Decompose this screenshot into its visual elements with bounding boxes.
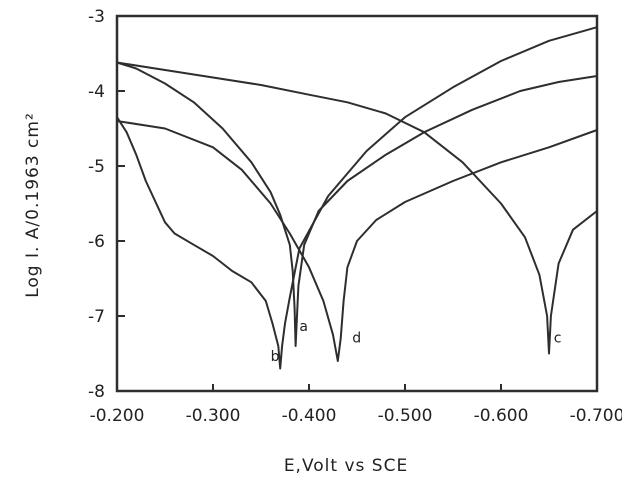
series-label-d: d [352, 330, 361, 346]
x-tick-label: -0.300 [186, 406, 241, 426]
y-tick-label: -4 [88, 82, 105, 102]
y-tick-label: -5 [88, 157, 105, 177]
x-tick-label: -0.500 [378, 406, 433, 426]
y-axis-title: Log I. A/0.1963 cm² [23, 112, 43, 298]
y-tick-label: -8 [88, 382, 105, 402]
y-tick-label: -6 [88, 232, 105, 252]
series-line-a [116, 61, 598, 347]
plot-frame [115, 14, 599, 393]
series-line-d [116, 120, 598, 362]
series-label-c: c [554, 330, 562, 346]
series-labels: a b c d [271, 319, 562, 365]
y-tick-label: -3 [88, 7, 105, 27]
x-tick-label: -0.400 [282, 406, 337, 426]
x-tick-label: -0.200 [90, 406, 145, 426]
y-tick-label: -7 [88, 307, 105, 327]
series-line-b [116, 26, 598, 370]
y-axis: -3 -4 -5 -6 -7 -8 [88, 7, 125, 402]
x-axis: -0.200 -0.300 -0.400 -0.500 -0.600 -0.700 [90, 384, 622, 426]
x-tick-label: -0.700 [570, 406, 622, 426]
x-tick-label: -0.600 [474, 406, 529, 426]
series-line-c [116, 61, 598, 355]
series-label-a: a [299, 319, 308, 335]
series-label-b: b [271, 349, 280, 365]
series-group [116, 26, 598, 370]
x-axis-title: E,Volt vs SCE [284, 456, 408, 476]
